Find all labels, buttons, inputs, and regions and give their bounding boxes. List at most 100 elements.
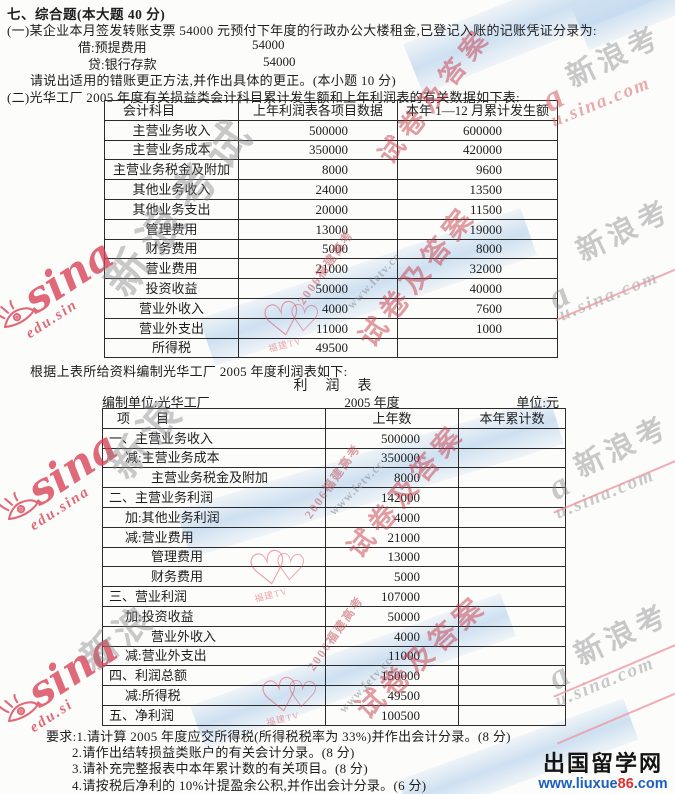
table-row: 营业外收入 4000 — [102, 625, 566, 647]
column-header-prev-year: 上年利润表各项目数据 — [238, 100, 398, 121]
table-row: 财务费用 5000 8000 — [104, 238, 558, 260]
prev-amount-cell: 21000 — [325, 526, 459, 548]
table-row: 主营业务成本 350000 420000 — [104, 139, 558, 161]
prev-year-cell: 24000 — [238, 179, 398, 200]
credit-amount: 54000 — [263, 54, 296, 69]
prev-year-cell: 4000 — [238, 297, 398, 319]
item-cell: 财务费用 — [102, 566, 326, 588]
income-statement-body: 一、主营业务收入 500000 减:主营业务成本 350000 主营业务税金及附加 800… — [102, 427, 566, 726]
item-cell: 加:投资收益 — [102, 605, 326, 627]
current-amount-cell — [458, 447, 566, 469]
item-cell: 主营业务税金及附加 — [102, 467, 326, 489]
item-cell: 一、主营业务收入 — [102, 427, 326, 449]
prev-amount-cell: 5000 — [325, 566, 459, 588]
current-amount-cell — [458, 487, 566, 508]
prev-amount-cell: 13000 — [325, 546, 459, 568]
prev-year-cell: 500000 — [238, 119, 398, 141]
table-row: 加:其他业务利润 4000 — [102, 506, 566, 528]
prev-amount-cell: 500000 — [325, 427, 459, 449]
requirement-line: 3.请补充完整报表中本年累计数的有关项目。(8 分) — [72, 761, 368, 777]
liuxue86-logo: 出国留学网 www.liuxue86.com — [532, 753, 674, 792]
prev-amount-cell: 49500 — [325, 685, 459, 706]
account-cell: 财务费用 — [104, 238, 239, 260]
item-cell: 减:营业外支出 — [102, 645, 326, 667]
account-cell: 主营业务成本 — [104, 139, 239, 161]
current-year-cell: 1000 — [397, 317, 558, 339]
table-row: 管理费用 13000 — [102, 546, 566, 568]
income-statement-table: 项 目 上年数 本年累计数 一、主营业务收入 500000 减:主营业务成本 3500… — [102, 408, 566, 726]
account-cell: 其他业务收入 — [104, 179, 239, 200]
item-cell: 加:其他业务利润 — [102, 506, 326, 528]
current-year-cell: 13500 — [397, 179, 558, 200]
table-row: 主营业务税金及附加 8000 — [102, 467, 566, 489]
prev-amount-cell: 50000 — [325, 605, 459, 627]
prev-amount-cell: 350000 — [325, 447, 459, 469]
current-amount-cell — [458, 526, 566, 548]
column-header-account: 会计科目 — [104, 100, 239, 121]
current-amount-cell — [458, 467, 566, 489]
question1-request: 请说出适用的错账更正方法,并作出具体的更正。(本小题 10 分) — [30, 73, 397, 88]
accounts-table-body: 主营业务收入 500000 600000 主营业务成本 350000 420000 主营业务… — [104, 119, 558, 359]
item-cell: 五、净利润 — [102, 704, 326, 726]
current-amount-cell — [458, 665, 566, 687]
current-year-cell: 600000 — [397, 119, 558, 141]
current-year-cell: 40000 — [397, 278, 558, 299]
prev-year-cell: 20000 — [238, 198, 398, 220]
current-year-cell: 19000 — [397, 218, 558, 240]
prev-amount-cell: 4000 — [325, 625, 459, 647]
prev-amount-cell: 100500 — [325, 704, 459, 726]
statement-note: 根据上表所给资料编制光华工厂 2005 年度利润表如下: — [30, 364, 348, 379]
column-header-current-amount: 本年累计数 — [458, 408, 566, 429]
item-cell: 减:营业费用 — [102, 526, 326, 548]
table-row: 加:投资收益 50000 — [102, 605, 566, 627]
journal-entry-credit: 贷:银行存款 54000 — [88, 54, 296, 73]
prev-year-cell: 11000 — [238, 317, 398, 339]
item-cell: 减:主营业务成本 — [102, 447, 326, 469]
table-row: 所得税 49500 — [104, 337, 558, 359]
table-row: 减:营业外支出 11000 — [102, 645, 566, 667]
prev-amount-cell: 142000 — [325, 487, 459, 508]
table-row: 减:主营业务成本 350000 — [102, 447, 566, 469]
table-row: 四、利润总额 150000 — [102, 665, 566, 687]
current-amount-cell — [458, 704, 566, 726]
current-year-cell: 32000 — [397, 258, 558, 280]
table-row: 其他业务收入 24000 13500 — [104, 179, 558, 200]
account-cell: 营业费用 — [104, 258, 239, 280]
column-header-current-year: 本年 1—12 月累计发生额 — [397, 100, 558, 121]
current-year-cell: 11500 — [397, 198, 558, 220]
current-amount-cell — [458, 566, 566, 588]
item-cell: 管理费用 — [102, 546, 326, 568]
requirements: 要求:1.请计算 2005 年度应交所得税(所得税税率为 33%)并作出会计分录… — [46, 729, 511, 794]
current-amount-cell — [458, 586, 566, 607]
requirement-line: 要求:1.请计算 2005 年度应交所得税(所得税税率为 33%)并作出会计分录… — [46, 729, 511, 744]
table-header-row: 项 目 上年数 本年累计数 — [102, 408, 566, 429]
current-year-cell: 7600 — [397, 297, 558, 319]
table-row: 管理费用 13000 19000 — [104, 218, 558, 240]
current-amount-cell — [458, 506, 566, 528]
statement-title: 利 润 表 — [293, 379, 374, 394]
requirement-line: 4.请按税后净利的 10%计提盈余公积,并作出会计分录。(6 分) — [72, 777, 427, 793]
prev-amount-cell: 150000 — [325, 665, 459, 687]
column-header-item: 项 目 — [102, 408, 326, 429]
table-row: 财务费用 5000 — [102, 566, 566, 588]
prev-amount-cell: 107000 — [325, 586, 459, 607]
prev-amount-cell: 8000 — [325, 467, 459, 489]
table-row: 主营业务税金及附加 8000 9600 — [104, 159, 558, 181]
table-row: 减:营业费用 21000 — [102, 526, 566, 548]
current-amount-cell — [458, 645, 566, 667]
section-title: 七、综合题(本大题 40 分) — [7, 7, 166, 22]
prev-year-cell: 350000 — [238, 139, 398, 161]
account-cell: 营业外收入 — [104, 297, 239, 319]
debit-label: 借:预提费用 — [78, 40, 147, 55]
account-cell: 管理费用 — [104, 218, 239, 240]
item-cell: 二、主营业务利润 — [102, 487, 326, 508]
table-row: 减:所得税 49500 — [102, 685, 566, 706]
account-cell: 投资收益 — [104, 278, 239, 299]
credit-label: 贷:银行存款 — [88, 57, 157, 72]
prev-year-cell: 21000 — [238, 258, 398, 280]
account-cell: 其他业务支出 — [104, 198, 239, 220]
prev-year-cell: 5000 — [238, 238, 398, 260]
item-cell: 减:所得税 — [102, 685, 326, 706]
account-cell: 营业外支出 — [104, 317, 239, 339]
journal-entry-debit: 借:预提费用 54000 — [78, 37, 285, 56]
